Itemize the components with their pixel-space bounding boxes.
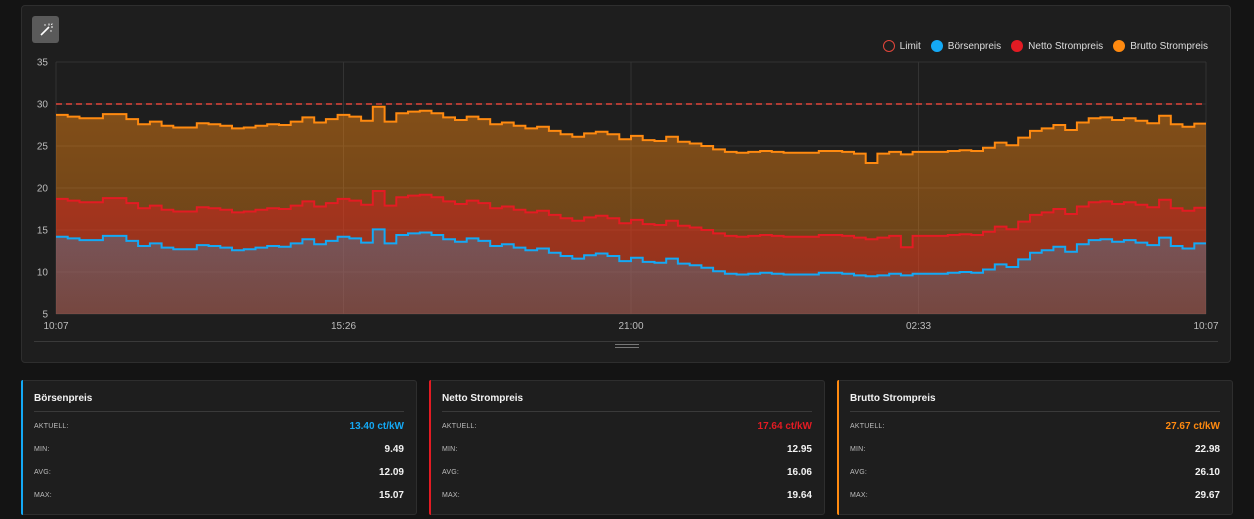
- stat-value-max: 29.67: [1194, 490, 1220, 501]
- y-tick-label: 20: [37, 184, 49, 195]
- stat-card-netto: Netto Strompreis AKTUELL: 17.64 ct/kW MI…: [429, 380, 825, 515]
- stat-label: AKTUELL:: [850, 423, 885, 430]
- magic-wand-button[interactable]: [32, 16, 59, 43]
- legend-item-boersenpreis[interactable]: Börsenpreis: [930, 40, 1002, 52]
- stat-label: AKTUELL:: [34, 423, 69, 430]
- stat-label: MAX:: [442, 492, 460, 499]
- card-accent: [429, 380, 431, 515]
- legend-label: Brutto Strompreis: [1130, 40, 1208, 52]
- stat-row-avg: AVG: 16.06: [442, 467, 812, 478]
- stat-value-min: 12.95: [786, 444, 812, 455]
- stat-label: MIN:: [850, 446, 866, 453]
- y-tick-label: 35: [37, 58, 49, 69]
- chart-legend: Limit Börsenpreis Netto Strompreis Brutt…: [882, 40, 1208, 52]
- x-tick-label: 21:00: [618, 321, 643, 332]
- stat-value-avg: 26.10: [1194, 467, 1220, 478]
- stat-value-max: 19.64: [786, 490, 812, 501]
- chart-divider: [34, 341, 1218, 342]
- series-area-0: [56, 229, 1206, 314]
- legend-dot-brutto: [1113, 40, 1126, 52]
- series-line-2: [56, 105, 1206, 164]
- x-tick-label: 10:07: [1193, 321, 1218, 332]
- x-tick-label: 10:07: [43, 321, 68, 332]
- stat-row-min: MIN: 12.95: [442, 444, 812, 455]
- legend-label: Limit: [899, 40, 921, 52]
- stat-value-current: 17.64 ct/kW: [757, 421, 812, 432]
- stat-value-min: 22.98: [1194, 444, 1220, 455]
- stat-label: MAX:: [850, 492, 868, 499]
- series-line-1: [56, 190, 1206, 249]
- card-divider: [34, 411, 404, 412]
- stat-row-current: AKTUELL: 27.67 ct/kW: [850, 421, 1220, 432]
- x-tick-label: 02:33: [906, 321, 931, 332]
- stat-label: AVG:: [34, 469, 52, 476]
- stat-label: AVG:: [850, 469, 868, 476]
- stat-label: AVG:: [442, 469, 460, 476]
- legend-item-brutto[interactable]: Brutto Strompreis: [1113, 40, 1208, 52]
- stat-row-current: AKTUELL: 17.64 ct/kW: [442, 421, 812, 432]
- stat-card-boersenpreis: Börsenpreis AKTUELL: 13.40 ct/kW MIN: 9.…: [21, 380, 417, 515]
- legend-item-limit[interactable]: Limit: [882, 40, 921, 52]
- card-title: Netto Strompreis: [442, 393, 524, 404]
- card-title: Börsenpreis: [34, 393, 93, 404]
- stat-label: MIN:: [34, 446, 50, 453]
- magic-wand-icon: [39, 22, 53, 36]
- y-tick-label: 25: [37, 142, 49, 153]
- y-tick-label: 5: [42, 310, 48, 321]
- card-divider: [850, 411, 1220, 412]
- stat-value-current: 27.67 ct/kW: [1165, 421, 1220, 432]
- stat-value-min: 9.49: [384, 444, 404, 455]
- resize-handle-icon[interactable]: [615, 344, 639, 350]
- stat-label: MAX:: [34, 492, 52, 499]
- card-title: Brutto Strompreis: [850, 393, 936, 404]
- chart-panel: Limit Börsenpreis Netto Strompreis Brutt…: [21, 5, 1231, 363]
- x-tick-label: 15:26: [331, 321, 356, 332]
- stat-label: AKTUELL:: [442, 423, 477, 430]
- stat-value-avg: 12.09: [378, 467, 404, 478]
- y-tick-label: 30: [37, 100, 49, 111]
- stat-label: MIN:: [442, 446, 458, 453]
- legend-dot-boersenpreis: [930, 40, 943, 52]
- legend-label: Netto Strompreis: [1028, 40, 1104, 52]
- card-divider: [442, 411, 812, 412]
- stat-row-max: MAX: 15.07: [34, 490, 404, 501]
- y-tick-label: 15: [37, 226, 49, 237]
- stat-row-avg: AVG: 12.09: [34, 467, 404, 478]
- stat-row-max: MAX: 19.64: [442, 490, 812, 501]
- legend-dot-netto: [1011, 40, 1024, 52]
- card-accent: [21, 380, 23, 515]
- stat-value-avg: 16.06: [786, 467, 812, 478]
- stat-value-max: 15.07: [378, 490, 404, 501]
- stat-value-current: 13.40 ct/kW: [349, 421, 404, 432]
- legend-item-netto[interactable]: Netto Strompreis: [1011, 40, 1103, 52]
- legend-dot-limit: [882, 40, 895, 52]
- stat-row-current: AKTUELL: 13.40 ct/kW: [34, 421, 404, 432]
- y-tick-label: 10: [37, 268, 49, 279]
- legend-label: Börsenpreis: [947, 40, 1002, 52]
- stat-row-max: MAX: 29.67: [850, 490, 1220, 501]
- series-line-0: [56, 228, 1206, 278]
- stat-row-min: MIN: 22.98: [850, 444, 1220, 455]
- card-accent: [837, 380, 839, 515]
- stat-card-brutto: Brutto Strompreis AKTUELL: 27.67 ct/kW M…: [837, 380, 1233, 515]
- stat-row-avg: AVG: 26.10: [850, 467, 1220, 478]
- stat-row-min: MIN: 9.49: [34, 444, 404, 455]
